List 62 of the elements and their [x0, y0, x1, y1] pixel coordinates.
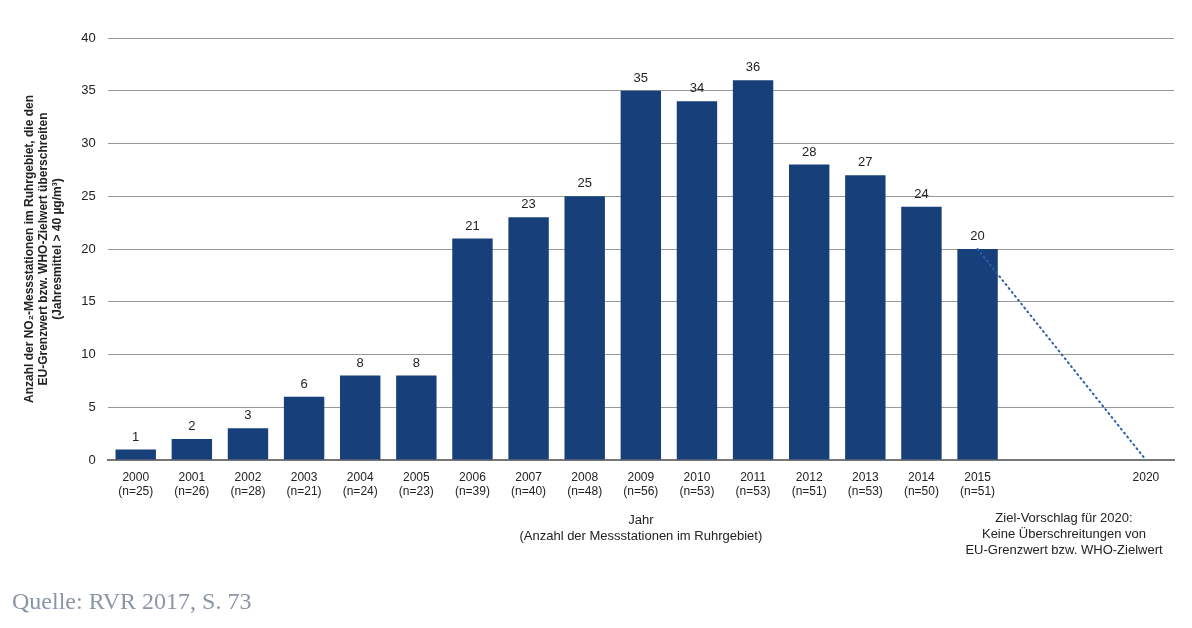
x-tick-label: 2004 (n=24): [342, 469, 378, 498]
y-tick-label: 5: [88, 398, 96, 414]
bar: [901, 206, 942, 460]
bar: [115, 449, 156, 460]
y-tick-label: 20: [81, 240, 96, 256]
source-note: Quelle: RVR 2017, S. 73: [11, 588, 253, 615]
y-tick-label: 10: [81, 346, 96, 362]
data-label: 24: [914, 185, 929, 201]
data-label: 25: [577, 175, 592, 191]
y-tick-label: 40: [81, 29, 96, 45]
x-tick-label: 2015 (n=51): [960, 469, 996, 498]
x-tick-label: 2014 (n=50): [903, 469, 939, 498]
x-tick-label: 2009 (n=56): [623, 469, 659, 498]
bar: [732, 80, 774, 460]
bar: [508, 217, 549, 460]
data-label: 8: [412, 354, 420, 370]
bar: [283, 396, 325, 460]
data-label: 35: [633, 69, 649, 85]
bar: [396, 375, 437, 460]
y-tick-label: 25: [81, 187, 96, 203]
y-tick-label: 0: [88, 451, 96, 467]
x-tick-label: 2012 (n=51): [791, 469, 827, 498]
x-tick-label: 2006 (n=39): [454, 469, 490, 498]
x-tick-label: 2000 (n=25): [118, 469, 154, 498]
bar: [676, 101, 718, 460]
x-axis-title: Jahr (Anzahl der Messstationen im Ruhrgebiet): [519, 512, 763, 543]
data-label: 36: [745, 59, 761, 75]
y-tick-label: 35: [81, 82, 96, 98]
x-tick-label: 2002 (n=28): [230, 469, 266, 498]
x-tick-label: 2020: [1132, 469, 1160, 484]
data-label: 20: [970, 228, 985, 244]
y-tick-label: 15: [81, 293, 96, 309]
data-label: 28: [801, 143, 817, 159]
bar: [171, 438, 213, 460]
data-label: 1: [132, 428, 140, 444]
data-label: 34: [689, 80, 705, 96]
data-label: 27: [858, 154, 873, 170]
bar: [227, 428, 269, 460]
x-tick-label: 2010 (n=53): [679, 469, 715, 498]
bar: [564, 196, 605, 460]
data-label: 23: [521, 196, 536, 212]
x-tick-label: 2001 (n=26): [174, 469, 210, 498]
x-tick-label: 2005 (n=23): [398, 469, 434, 498]
x-tick-label: 2007 (n=40): [511, 469, 547, 498]
bar: [789, 164, 830, 460]
bar: [452, 238, 493, 460]
x-tick-label: 2011 (n=53): [735, 469, 771, 498]
bar: [957, 249, 998, 460]
data-label: 2: [188, 417, 196, 433]
x-tick-label: 2013 (n=53): [847, 469, 883, 498]
text: Ziel-Vorschlag für 2020: Keine Überschreitungen von EU-Grenzwert bzw. WHO-Zielwert: [965, 510, 1163, 558]
bar: [340, 375, 381, 460]
y-axis-title: Anzahl der NO₂-Messstationen im Ruhrgebiet, die den EU-Grenzwert bzw. WHO-Zielwert überschreiten (Jahresmittel > 40 µg/m³): [21, 94, 65, 404]
bar: [845, 175, 886, 460]
x-tick-label: 2008 (n=48): [567, 469, 603, 498]
y-tick-label: 30: [81, 135, 96, 151]
data-label: 3: [244, 407, 252, 423]
data-label: 6: [300, 375, 308, 391]
bar: [620, 90, 662, 460]
data-label: 8: [356, 354, 364, 370]
x-tick-label: 2003 (n=21): [286, 469, 322, 498]
data-label: 21: [465, 217, 480, 233]
